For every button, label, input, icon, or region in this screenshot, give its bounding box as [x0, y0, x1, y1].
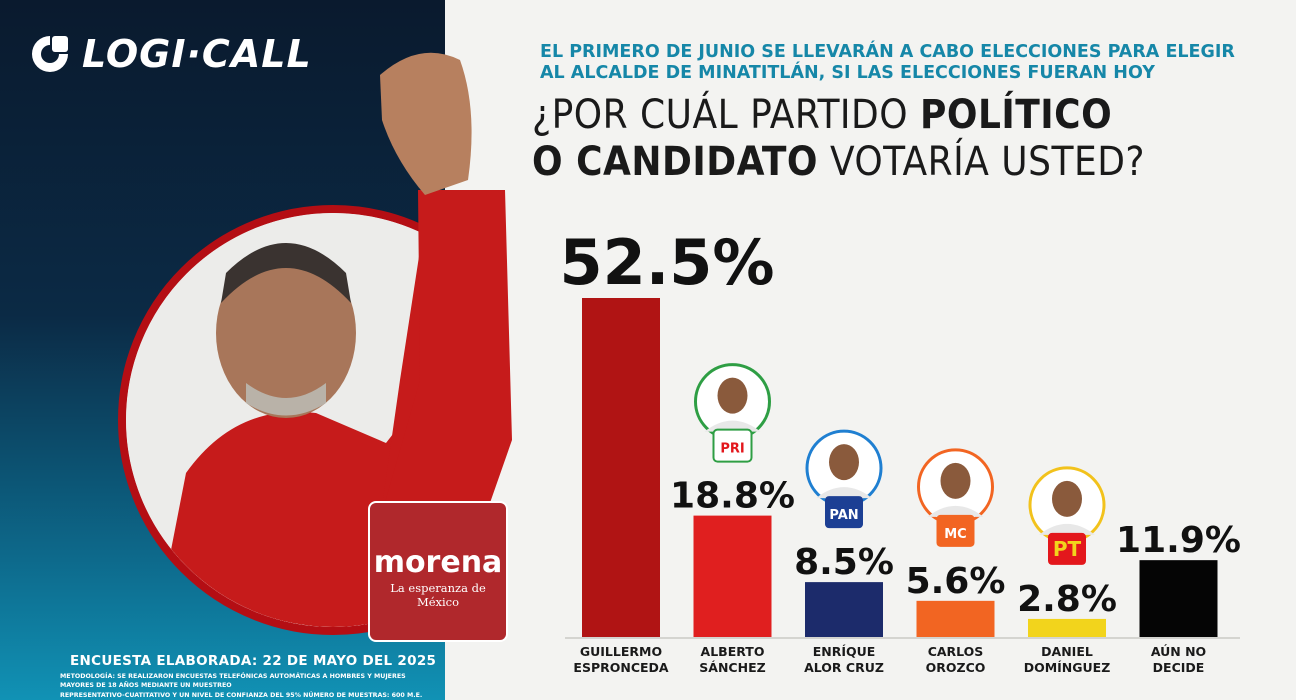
party-logo-pan-icon	[825, 496, 863, 529]
candidate-shirt-3	[816, 487, 872, 499]
bar-1	[582, 298, 660, 637]
survey-date: ENCUESTA ELABORADA: 22 DE MAYO DEL 2025	[70, 653, 437, 669]
party-logo-pan-text: PAN	[829, 508, 858, 523]
question-line-1: ¿POR CUÁL PARTIDO POLÍTICO	[532, 92, 1272, 139]
candidate-name-line: DOMÍNGUEZ	[1023, 659, 1111, 675]
bar-value-label-4: 5.6%	[906, 561, 1006, 602]
party-badge-slogan: La esperanza de México	[390, 581, 486, 609]
bar-2	[693, 515, 772, 637]
bar-value-label-1: 52.5%	[559, 226, 774, 299]
methodology-text: METODOLOGÍA: SE REALIZARON ENCUESTAS TEL…	[60, 672, 440, 700]
bar-value-label-6: 11.9%	[1116, 520, 1241, 561]
candidate-name-line: ALBERTO	[700, 644, 765, 659]
party-logo-pt-icon	[1048, 532, 1086, 565]
question-part-1: ¿POR CUÁL PARTIDO	[532, 92, 920, 138]
logo: LOGI·CALL	[28, 30, 312, 78]
candidate-name-1: GUILLERMO ESPRONCEDA	[561, 644, 681, 675]
candidate-photo-circle	[118, 205, 445, 635]
morena-party-badge: morena La esperanza de México	[370, 503, 506, 640]
left-panel: LOGI·CALL	[0, 0, 445, 700]
bar-value-label-3: 8.5%	[794, 542, 894, 583]
party-logo-mc-text: MC	[944, 527, 966, 542]
bar-4	[916, 600, 995, 637]
candidate-name-3: ENRÍQUE ALOR CRUZ	[784, 644, 904, 675]
party-logo-pri-text: PRI	[720, 442, 744, 457]
intro-line-2: AL ALCALDE DE MINATITLÁN, SI LAS ELECCIO…	[540, 63, 1155, 84]
question-part-2: POLÍTICO	[919, 92, 1113, 138]
party-badge-name: morena	[373, 545, 503, 580]
survey-question: ¿POR CUÁL PARTIDO POLÍTICO O CANDIDATO V…	[532, 92, 1272, 186]
brand-name: LOGI·CALL	[82, 32, 312, 76]
candidate-shirt-4	[927, 505, 984, 517]
candidate-face-4	[940, 462, 971, 499]
party-logo-pri-icon	[712, 428, 753, 463]
candidate-face-2	[717, 377, 748, 414]
logo-mark-icon	[32, 36, 68, 72]
intro-text: EL PRIMERO DE JUNIO SE LLEVARÁN A CABO E…	[540, 42, 1240, 85]
bar-3	[805, 582, 883, 637]
bar-5	[1028, 618, 1106, 637]
candidate-name-line: CARLOS	[927, 644, 984, 659]
candidate-shirt-5	[1039, 523, 1095, 535]
candidate-name-6: AÚN NO DECIDE	[1119, 644, 1239, 675]
candidate-name-line: ALOR CRUZ	[804, 659, 884, 675]
candidate-name-2: ALBERTO SÁNCHEZ	[673, 644, 793, 675]
question-part-3: O CANDIDATO	[532, 138, 819, 185]
candidate-face-3	[829, 444, 859, 481]
question-part-4: VOTARÍA USTED?	[818, 138, 1146, 185]
candidate-name-line: DECIDE	[1152, 659, 1205, 675]
question-line-2: O CANDIDATO VOTARÍA USTED?	[532, 139, 1272, 186]
candidate-name-line: ESPRONCEDA	[573, 659, 669, 675]
methodology-line-2: REPRESENTATIVO-CUATITATIVO Y UN NIVEL DE…	[60, 691, 423, 699]
methodology-line-1: METODOLOGÍA: SE REALIZARON ENCUESTAS TEL…	[60, 673, 406, 690]
candidate-name-line: ENRÍQUE	[812, 644, 876, 659]
raised-fist-overlay	[380, 52, 512, 560]
candidate-name-line: AÚN NO	[1150, 644, 1207, 659]
candidate-name-4: CARLOS OROZCO	[896, 644, 1016, 675]
bar-value-label-2: 18.8%	[670, 476, 795, 517]
candidate-name-line: OROZCO	[925, 659, 986, 675]
candidate-face-5	[1052, 480, 1082, 517]
bar-6	[1139, 560, 1218, 637]
candidate-name-line: GUILLERMO	[579, 644, 663, 659]
bar-value-label-5: 2.8%	[1017, 579, 1117, 620]
party-logo-pt-text: PT	[1053, 537, 1082, 561]
candidate-name-5: DANIEL DOMÍNGUEZ	[1007, 644, 1127, 675]
candidate-name-line: SÁNCHEZ	[699, 659, 766, 675]
party-logo-mc-icon	[936, 514, 975, 547]
candidate-name-line: DANIEL	[1041, 644, 1093, 659]
intro-line-1: EL PRIMERO DE JUNIO SE LLEVARÁN A CABO E…	[540, 42, 1235, 62]
